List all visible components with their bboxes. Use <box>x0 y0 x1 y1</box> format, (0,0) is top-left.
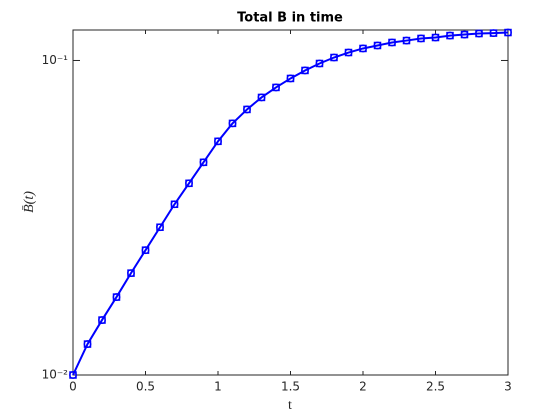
circle-marker <box>373 41 382 50</box>
circle-marker <box>315 59 324 68</box>
circle-marker <box>272 83 280 92</box>
circle-marker <box>228 119 237 128</box>
circle-marker <box>141 246 150 255</box>
circle-marker <box>156 223 164 232</box>
y-tick-label: 10⁻¹ <box>42 53 69 67</box>
circle-marker <box>127 269 135 278</box>
x-tick-label: 3 <box>504 380 512 394</box>
circle-marker <box>417 34 425 43</box>
circle-marker <box>257 93 266 102</box>
circle-marker <box>286 74 295 83</box>
x-tick-label: 2 <box>359 380 367 394</box>
circle-marker <box>199 158 208 167</box>
x-tick-label: 1 <box>214 380 222 394</box>
circle-marker <box>402 36 411 45</box>
circle-marker <box>344 48 353 57</box>
circle-marker <box>446 31 454 40</box>
circle-marker <box>83 340 92 348</box>
circle-marker <box>214 137 222 146</box>
x-tick-label: 2.5 <box>426 380 445 394</box>
circle-marker <box>359 44 367 53</box>
x-tick-label: 1.5 <box>281 380 300 394</box>
circle-marker <box>170 200 179 209</box>
circle-marker <box>475 29 483 38</box>
circle-marker <box>460 30 469 39</box>
circle-marker <box>504 28 512 37</box>
y-axis-label: B̄(t) <box>22 191 37 213</box>
circle-marker <box>330 53 338 62</box>
circle-marker <box>98 316 106 324</box>
circle-marker <box>243 105 251 114</box>
circle-marker <box>431 33 440 42</box>
x-tick-label: 0.5 <box>136 380 155 394</box>
chart-title: Total B in time <box>237 11 343 26</box>
circle-marker <box>301 66 309 75</box>
circle-marker <box>185 179 193 188</box>
circle-marker <box>69 371 77 379</box>
y-tick-label: 10⁻² <box>42 368 69 382</box>
circle-marker <box>489 29 498 37</box>
x-tick-label: 0 <box>69 380 77 394</box>
circle-marker <box>112 293 121 301</box>
circle-marker <box>388 38 396 47</box>
data-line <box>72 31 509 376</box>
x-axis-label: t <box>288 398 292 413</box>
